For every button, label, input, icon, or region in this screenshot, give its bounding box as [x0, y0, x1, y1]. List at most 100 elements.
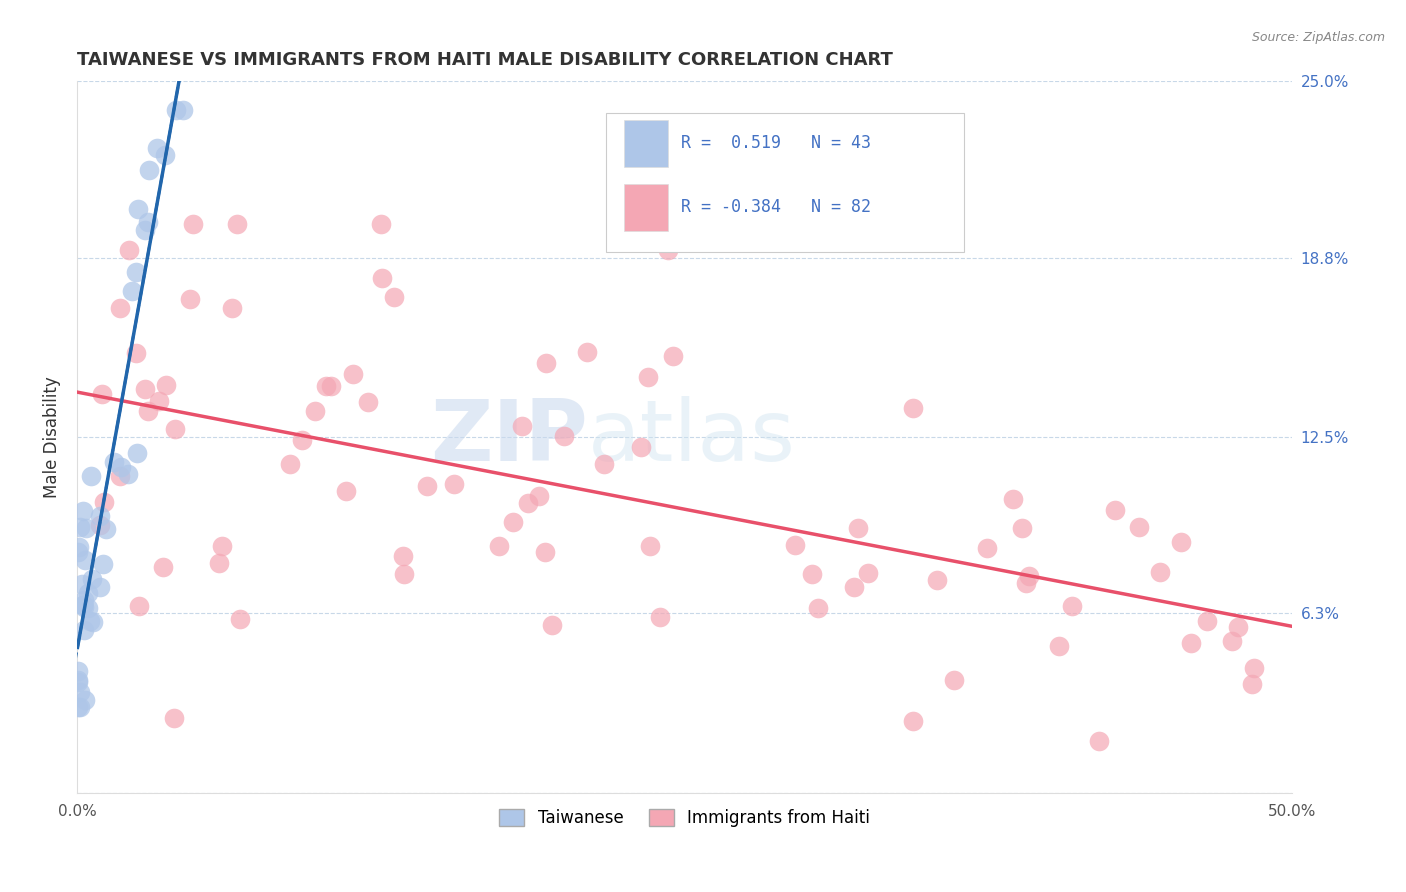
Point: [630, 440, 652, 454]
Point: [536, 356, 558, 370]
Point: [657, 244, 679, 258]
Point: [278, 457, 301, 471]
Point: [67, 664, 90, 678]
Point: [96, 522, 118, 536]
Point: [69, 685, 91, 699]
Point: [172, 103, 194, 117]
Point: [72, 598, 94, 612]
Point: [1128, 519, 1150, 533]
Point: [163, 711, 186, 725]
Point: [357, 395, 380, 409]
Point: [370, 217, 392, 231]
Point: [148, 394, 170, 409]
Point: [121, 284, 143, 298]
Point: [371, 271, 394, 285]
Point: [221, 301, 243, 315]
Point: [1170, 534, 1192, 549]
Point: [89, 517, 111, 532]
Point: [73, 599, 96, 614]
Point: [155, 377, 177, 392]
Point: [901, 714, 924, 729]
Text: R = -0.384   N = 82: R = -0.384 N = 82: [681, 198, 870, 216]
Point: [89, 509, 111, 524]
Point: [183, 217, 205, 231]
Point: [502, 515, 524, 529]
Point: [152, 560, 174, 574]
Point: [1062, 599, 1084, 613]
Point: [648, 610, 671, 624]
Point: [942, 673, 965, 687]
Point: [1149, 565, 1171, 579]
Point: [1015, 576, 1038, 591]
Point: [315, 379, 337, 393]
Point: [807, 600, 830, 615]
Point: [846, 521, 869, 535]
Point: [103, 455, 125, 469]
Point: [662, 349, 685, 363]
Point: [82, 615, 104, 629]
Point: [208, 556, 231, 570]
Point: [1011, 521, 1033, 535]
Point: [67, 700, 90, 714]
Point: [73, 693, 96, 707]
Point: [128, 599, 150, 614]
Point: [529, 489, 551, 503]
Point: [67, 675, 90, 690]
Point: [342, 368, 364, 382]
Point: [67, 541, 90, 555]
Point: [1018, 569, 1040, 583]
Point: [1226, 619, 1249, 633]
Point: [125, 264, 148, 278]
Point: [125, 345, 148, 359]
Text: ZIP: ZIP: [430, 395, 588, 478]
Point: [179, 292, 201, 306]
Point: [1220, 634, 1243, 648]
Point: [80, 572, 103, 586]
Point: [304, 403, 326, 417]
Point: [73, 553, 96, 567]
Point: [67, 544, 90, 558]
Point: [976, 541, 998, 555]
Point: [118, 243, 141, 257]
Point: [91, 557, 114, 571]
Point: [134, 382, 156, 396]
Point: [1088, 734, 1111, 748]
Point: [903, 401, 925, 416]
Point: [165, 103, 187, 117]
Legend: Taiwanese, Immigrants from Haiti: Taiwanese, Immigrants from Haiti: [492, 803, 876, 834]
Point: [110, 301, 132, 316]
Point: [576, 344, 599, 359]
Point: [93, 495, 115, 509]
Point: [1047, 639, 1070, 653]
Point: [1001, 492, 1024, 507]
Point: [155, 148, 177, 162]
Point: [517, 495, 540, 509]
Point: [75, 521, 97, 535]
Point: [553, 429, 575, 443]
Point: [146, 141, 169, 155]
Point: [228, 612, 250, 626]
Point: [593, 457, 616, 471]
Point: [226, 217, 249, 231]
Point: [842, 580, 865, 594]
Point: [138, 162, 160, 177]
Point: [73, 624, 96, 638]
Point: [415, 479, 437, 493]
Bar: [624, 185, 668, 231]
Text: Source: ZipAtlas.com: Source: ZipAtlas.com: [1251, 31, 1385, 45]
Point: [783, 539, 806, 553]
Point: [534, 544, 557, 558]
Point: [392, 549, 415, 563]
Point: [541, 618, 564, 632]
Text: TAIWANESE VS IMMIGRANTS FROM HAITI MALE DISABILITY CORRELATION CHART: TAIWANESE VS IMMIGRANTS FROM HAITI MALE …: [77, 51, 893, 69]
Point: [1243, 661, 1265, 675]
Point: [925, 573, 948, 587]
Point: [67, 673, 90, 687]
Point: [110, 459, 132, 474]
Point: [638, 539, 661, 553]
Point: [291, 433, 314, 447]
Point: [443, 477, 465, 491]
Point: [335, 483, 357, 498]
Point: [79, 469, 101, 483]
Point: [1195, 614, 1218, 628]
